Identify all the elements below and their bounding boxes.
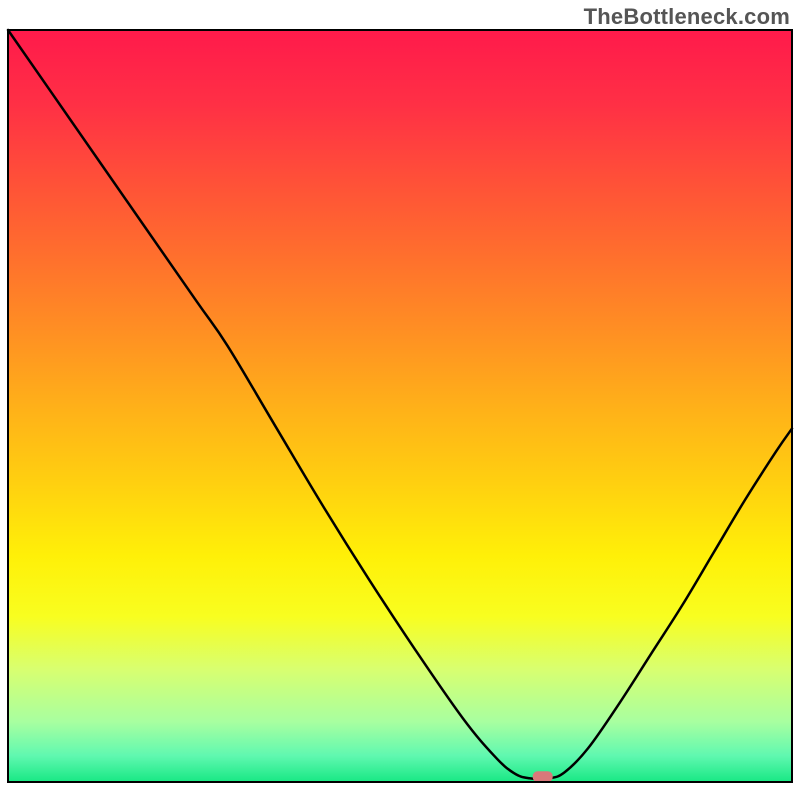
optimum-marker <box>533 771 553 782</box>
bottleneck-chart <box>0 0 800 800</box>
watermark-text: TheBottleneck.com <box>584 4 790 30</box>
chart-container: { "watermark": { "text": "TheBottleneck.… <box>0 0 800 800</box>
plot-background <box>8 30 792 782</box>
